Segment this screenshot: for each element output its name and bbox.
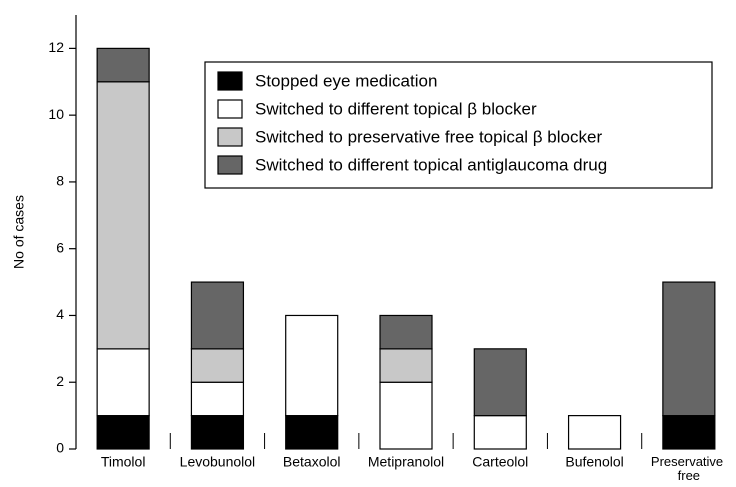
legend-swatch (217, 71, 243, 91)
bar-segment (96, 415, 150, 450)
bar-segment (473, 415, 527, 450)
legend-label: Switched to preservative free topical β … (255, 127, 602, 146)
bar-segment (662, 281, 716, 417)
y-tick-label: 12 (48, 39, 64, 55)
bar-segment (190, 348, 245, 383)
x-tick-label: Betaxolol (283, 454, 341, 470)
x-tick-label-line: free (678, 468, 700, 483)
x-tick-label-line: Preservative (651, 454, 727, 469)
legend-swatch (217, 99, 243, 119)
legend-label: Stopped eye medication (255, 71, 437, 90)
bar-segment (96, 81, 150, 350)
bar-segment (379, 348, 433, 383)
bar-segment (285, 415, 339, 450)
x-tick-label: Metipranolol (368, 454, 444, 470)
x-tick-label: Preservative free (651, 454, 727, 483)
legend-swatch (217, 155, 243, 175)
y-tick-label: 6 (56, 239, 64, 255)
y-tick-label: 10 (48, 106, 64, 122)
bar-segment (96, 47, 150, 83)
x-tick-label: Bufenolol (565, 454, 623, 470)
y-tick-label: 0 (56, 440, 64, 456)
y-tick-label: 4 (56, 306, 64, 322)
x-tick-label: Timolol (101, 454, 146, 470)
legend-label: Switched to different topical antiglauco… (255, 155, 607, 174)
x-tick-label: Carteolol (472, 454, 528, 470)
bar-segment (190, 415, 245, 450)
y-axis-label: No of cases (11, 195, 27, 269)
y-tick-label: 8 (56, 173, 64, 189)
bar-segment (379, 314, 433, 350)
bar-segment (190, 381, 245, 417)
bar-segment (473, 348, 527, 417)
bar-segment (285, 314, 339, 417)
legend-label: Switched to different topical β blocker (255, 99, 537, 118)
bar-segment (190, 281, 245, 350)
bar-segment (567, 415, 622, 450)
legend-swatch (217, 127, 243, 147)
bar-segment (662, 415, 716, 450)
x-tick-label: Levobunolol (180, 454, 256, 470)
legend-box (204, 61, 713, 189)
bar-segment (379, 381, 433, 450)
y-tick-label: 2 (56, 373, 64, 389)
bar-segment (96, 348, 150, 417)
